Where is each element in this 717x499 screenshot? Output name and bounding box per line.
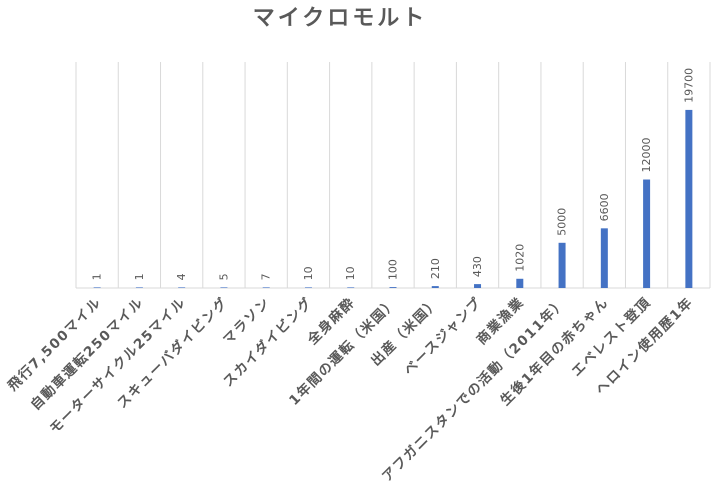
bar — [262, 287, 270, 288]
data-labels: 1 1 4 5 7 10 10 100 210 430 1020 5000 6600 12000 19700 — [91, 68, 696, 280]
data-label: 1 — [133, 273, 146, 280]
bar — [347, 287, 355, 288]
data-label: 6600 — [598, 193, 611, 221]
bar — [474, 284, 482, 288]
data-label: 5 — [217, 273, 230, 280]
bar — [685, 109, 693, 288]
gridlines — [75, 62, 711, 289]
bar — [600, 228, 608, 288]
data-label: 12000 — [640, 138, 653, 173]
bar — [93, 287, 101, 288]
bar — [304, 287, 312, 288]
chart-title: マイクロモルト — [253, 6, 428, 31]
bars — [93, 109, 693, 288]
data-label: 19700 — [682, 68, 695, 103]
data-label: 4 — [175, 273, 188, 280]
bar — [558, 242, 566, 288]
category-label: エベレスト登頂 — [568, 294, 654, 380]
bar — [178, 287, 186, 288]
data-label: 430 — [471, 256, 484, 277]
bar — [389, 287, 397, 288]
category-label: ベースジャンプ — [401, 294, 485, 378]
category-axis-labels: 飛行7,500マイル自動車運転250マイルモーターサイクル25マイルスキューバダ… — [4, 294, 697, 485]
data-label: 210 — [429, 258, 442, 279]
bar — [220, 287, 228, 288]
data-label: 7 — [260, 273, 273, 280]
data-label: 1 — [91, 273, 104, 280]
data-label: 10 — [302, 266, 315, 280]
bar — [135, 287, 143, 288]
data-label: 5000 — [556, 208, 569, 236]
bar — [431, 286, 439, 288]
bar — [643, 179, 651, 288]
data-label: 10 — [344, 266, 357, 280]
data-label: 100 — [387, 259, 400, 280]
data-label: 1020 — [513, 244, 526, 272]
bar — [516, 278, 524, 288]
